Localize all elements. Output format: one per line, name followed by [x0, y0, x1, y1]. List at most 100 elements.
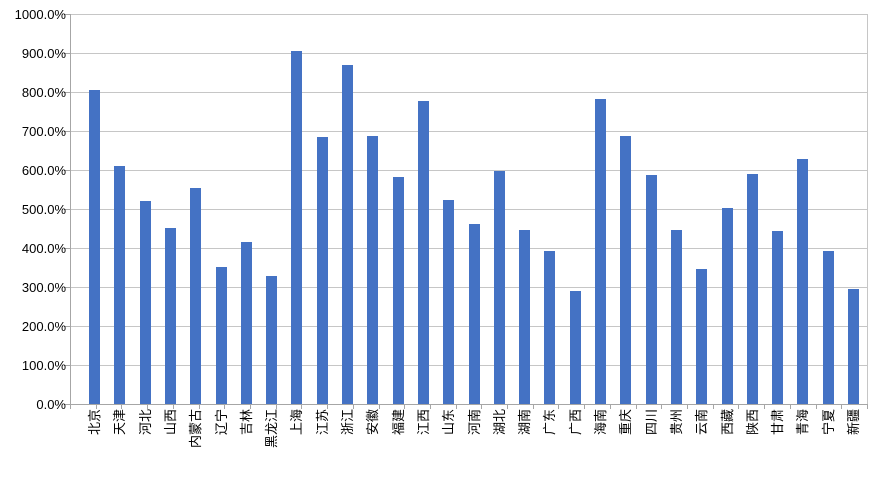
bar-河南[interactable]: [468, 224, 480, 404]
x-axis-label-贵州: 贵州: [668, 409, 684, 436]
x-axis-label-浙江: 浙江: [340, 409, 355, 436]
bar-广东[interactable]: [544, 250, 556, 404]
y-axis-tick: [64, 404, 70, 405]
x-axis-tick: [275, 404, 277, 409]
x-axis-label-安徽: 安徽: [365, 409, 381, 436]
bar-北京[interactable]: [89, 90, 100, 404]
x-axis-tick: [609, 404, 611, 409]
x-axis-tick: [352, 404, 354, 409]
bar-福建[interactable]: [392, 177, 404, 404]
x-axis-tick: [712, 404, 714, 409]
x-axis-label-福建: 福建: [390, 409, 406, 436]
x-axis-label-甘肃: 甘肃: [770, 409, 786, 436]
bar-湖北[interactable]: [493, 170, 505, 404]
x-axis-tick: [815, 404, 817, 409]
y-axis-tick-label: 400.0%: [21, 240, 66, 256]
x-axis-label-四川: 四川: [643, 409, 659, 436]
x-axis-tick: [738, 404, 740, 409]
x-axis-tick: [789, 404, 791, 409]
bar-海南[interactable]: [595, 99, 606, 404]
x-axis-label-山西: 山西: [162, 409, 178, 436]
x-axis-tick: [70, 404, 71, 409]
x-axis-label-海南: 海南: [593, 409, 608, 436]
x-axis-tick: [481, 404, 483, 409]
x-axis-tick: [841, 404, 843, 409]
bar-重庆[interactable]: [620, 135, 632, 404]
y-axis-tick-label: 300.0%: [21, 279, 66, 295]
bar-江西[interactable]: [417, 100, 429, 404]
bar-天津[interactable]: [114, 166, 126, 404]
x-axis-tick: [301, 404, 303, 409]
gridline: [70, 14, 867, 15]
y-axis-line: [70, 14, 71, 404]
y-axis-tick: [64, 92, 70, 93]
y-axis-tick: [64, 287, 70, 288]
x-axis-tick: [687, 404, 689, 409]
bar-内蒙古[interactable]: [190, 188, 202, 404]
bar-安徽[interactable]: [367, 136, 379, 404]
bar-四川[interactable]: [645, 175, 657, 404]
y-axis-tick: [64, 365, 70, 366]
y-axis-tick-label: 700.0%: [21, 123, 66, 139]
bar-青海[interactable]: [797, 159, 809, 404]
x-axis-label-广西: 广西: [567, 409, 583, 436]
bar-云南[interactable]: [696, 268, 708, 404]
y-axis-tick: [64, 14, 70, 15]
bar-上海[interactable]: [291, 51, 303, 404]
gridline: [70, 131, 867, 132]
x-axis-tick: [867, 404, 868, 409]
y-axis-tick: [64, 131, 70, 132]
bar-贵州[interactable]: [670, 230, 682, 404]
bar-江苏[interactable]: [316, 137, 328, 404]
x-axis-label-宁夏: 宁夏: [820, 409, 836, 436]
x-axis-label-湖南: 湖南: [517, 409, 533, 436]
bar-湖南[interactable]: [519, 230, 531, 404]
x-axis-tick: [558, 404, 560, 409]
y-axis-tick: [64, 209, 70, 210]
bar-西藏[interactable]: [721, 207, 733, 404]
y-axis-tick-label: 0.0%: [36, 396, 66, 412]
bar-甘肃[interactable]: [772, 231, 784, 404]
x-axis-label-内蒙古: 内蒙古: [188, 409, 204, 449]
x-axis-label-青海: 青海: [795, 409, 811, 436]
bar-宁夏[interactable]: [822, 251, 834, 404]
x-axis-line: [70, 404, 868, 405]
x-axis-label-上海: 上海: [289, 409, 305, 436]
y-axis-tick: [64, 326, 70, 327]
y-axis-tick: [64, 53, 70, 54]
x-axis-label-吉林: 吉林: [238, 409, 254, 436]
x-axis-tick: [764, 404, 766, 409]
gridline: [70, 170, 867, 171]
bar-辽宁[interactable]: [215, 266, 227, 404]
bar-陕西[interactable]: [746, 173, 758, 404]
bar-黑龙江[interactable]: [266, 275, 278, 404]
bar-山东[interactable]: [443, 200, 455, 404]
gridline: [70, 53, 867, 54]
x-axis-label-河北: 河北: [137, 409, 153, 436]
x-axis-label-西藏: 西藏: [719, 409, 735, 436]
x-axis-tick: [455, 404, 457, 409]
x-axis-tick: [95, 404, 97, 409]
x-axis-label-山东: 山东: [441, 409, 457, 436]
x-axis-tick: [635, 404, 637, 409]
bar-新疆[interactable]: [848, 288, 859, 404]
y-axis-tick-label: 500.0%: [21, 201, 66, 217]
bar-河北[interactable]: [139, 200, 151, 404]
y-axis-tick-label: 900.0%: [21, 45, 66, 61]
x-axis-tick: [224, 404, 226, 409]
x-axis-label-北京: 北京: [87, 409, 102, 436]
x-axis-tick: [147, 404, 149, 409]
bar-广西[interactable]: [569, 291, 581, 404]
x-axis-label-河南: 河南: [466, 409, 482, 436]
y-axis-tick-label: 600.0%: [21, 162, 66, 178]
x-axis-tick: [404, 404, 406, 409]
bar-吉林[interactable]: [240, 241, 252, 404]
x-axis-label-陕西: 陕西: [744, 409, 760, 436]
x-axis-tick: [661, 404, 663, 409]
bar-浙江[interactable]: [342, 64, 353, 404]
x-axis-tick: [507, 404, 509, 409]
x-axis-tick: [198, 404, 200, 409]
x-axis-label-黑龙江: 黑龙江: [264, 409, 280, 449]
bar-山西[interactable]: [164, 227, 176, 404]
